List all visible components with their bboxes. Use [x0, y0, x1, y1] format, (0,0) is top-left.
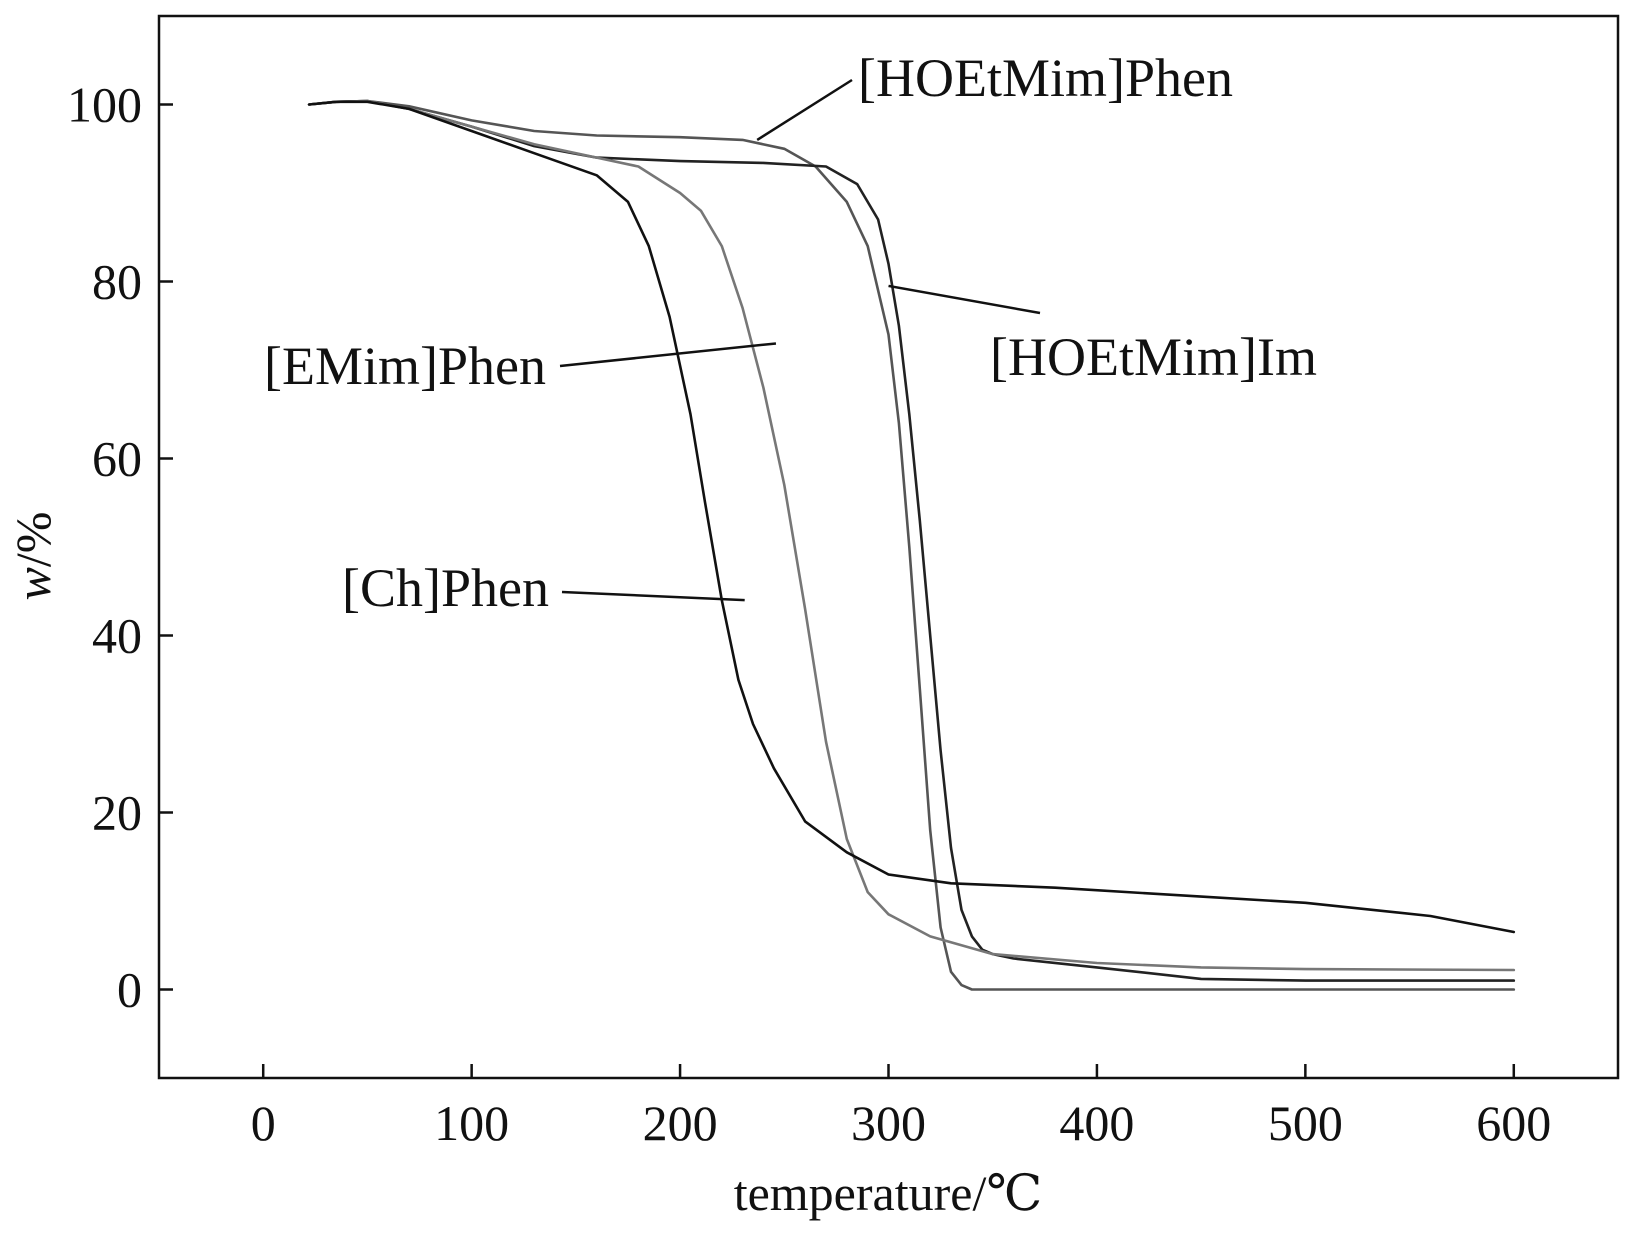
y-axis-title-unit: /%	[5, 512, 61, 568]
series-label-emim-phen: [EMim]Phen	[264, 336, 546, 396]
plot-frame	[157, 14, 1620, 1080]
axis-ticks: 0 100 200 300 400 500 600 0 20 40 60 80 100	[67, 77, 1551, 1152]
x-tick-label-0: 0	[251, 1095, 276, 1151]
y-tick-label-0: 0	[117, 962, 142, 1018]
series-label-hoetmim-phen: [HOEtMim]Phen	[858, 48, 1233, 108]
series-line-hoetmim-im	[307, 99, 1516, 982]
leader-line-ch-phen	[561, 590, 745, 602]
x-tick-label-400: 400	[1059, 1095, 1134, 1151]
series-line-emim-phen	[307, 99, 1516, 972]
series-label-hoetmim-im: [HOEtMim]Im	[990, 327, 1317, 387]
x-tick-label-100: 100	[434, 1095, 509, 1151]
series-line-hoetmim-phen	[307, 99, 1516, 991]
leader-line-hoetmim-im	[888, 284, 1041, 315]
y-tick-label-20: 20	[92, 785, 142, 841]
x-tick-label-300: 300	[851, 1095, 926, 1151]
y-tick-label-100: 100	[67, 77, 142, 133]
x-axis-title: temperature/℃	[734, 1165, 1043, 1221]
x-tick-label-200: 200	[643, 1095, 718, 1151]
y-tick-label-40: 40	[92, 608, 142, 664]
leader-line-emim-phen	[559, 342, 777, 368]
y-tick-label-60: 60	[92, 431, 142, 487]
series-lines	[307, 99, 1516, 991]
series-line-ch-phen	[307, 100, 1516, 934]
y-axis-title: w/%	[5, 512, 61, 601]
series-annotations: [HOEtMim]Phen [HOEtMim]Im [EMim]Phen [Ch]Ph…	[264, 48, 1317, 618]
leader-line-hoetmim-phen	[756, 78, 853, 141]
x-tick-label-600: 600	[1476, 1095, 1551, 1151]
y-tick-label-80: 80	[92, 254, 142, 310]
x-tick-label-500: 500	[1268, 1095, 1343, 1151]
series-label-ch-phen: [Ch]Phen	[342, 558, 549, 618]
y-axis-title-italic: w	[5, 567, 61, 600]
